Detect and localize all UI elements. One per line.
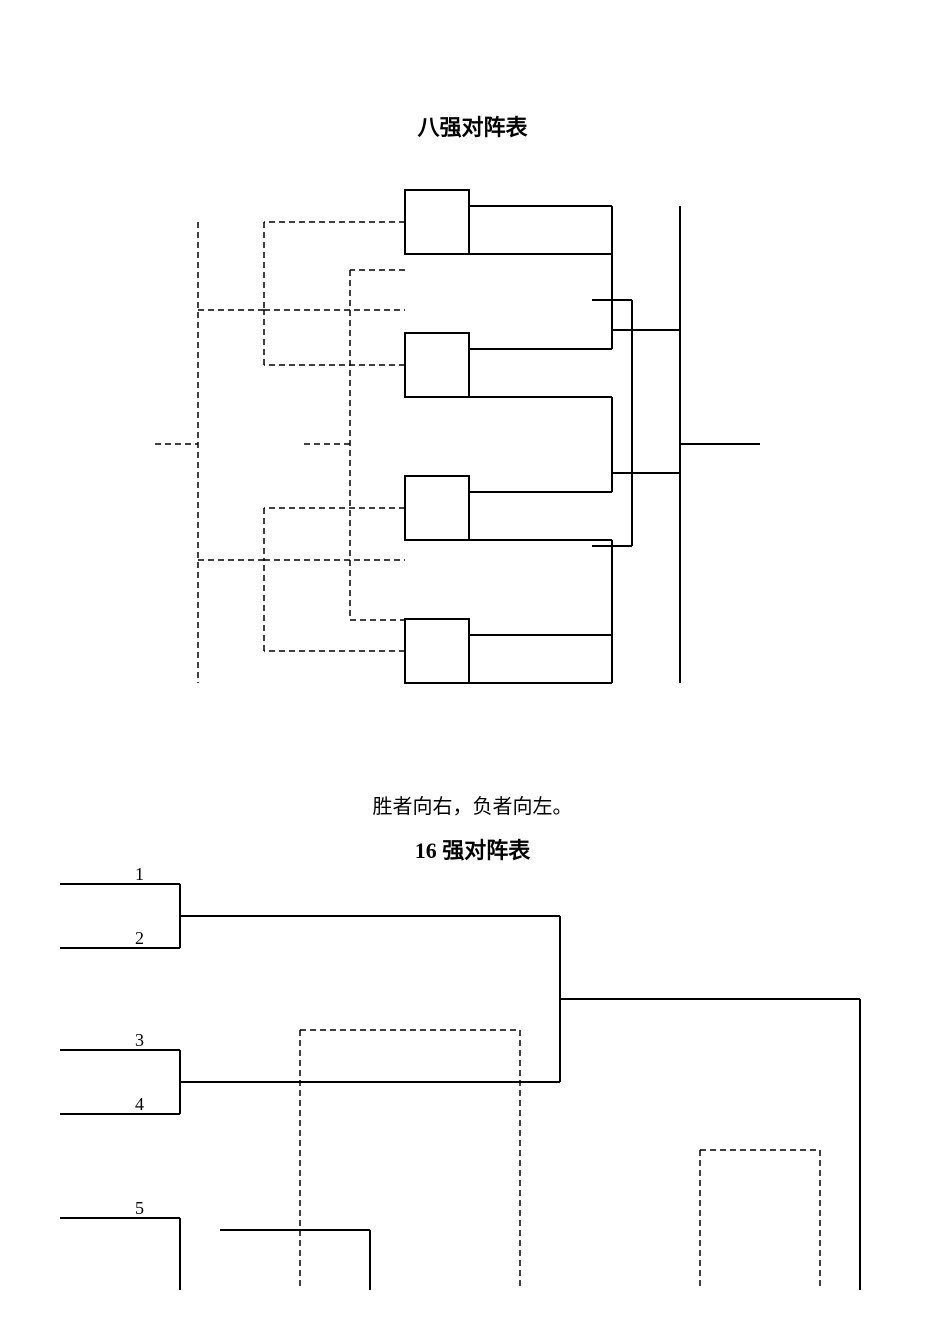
- seed-label-2: 2: [135, 928, 144, 949]
- seed-label-5: 5: [135, 1198, 144, 1219]
- seed-label-1: 1: [135, 864, 144, 885]
- seed-label-3: 3: [135, 1030, 144, 1051]
- page-root: 八强对阵表 胜者向右，负者向左。 16 强对阵表 12345: [0, 0, 945, 1337]
- seed-label-4: 4: [135, 1094, 144, 1115]
- bracket-16: [0, 0, 945, 1337]
